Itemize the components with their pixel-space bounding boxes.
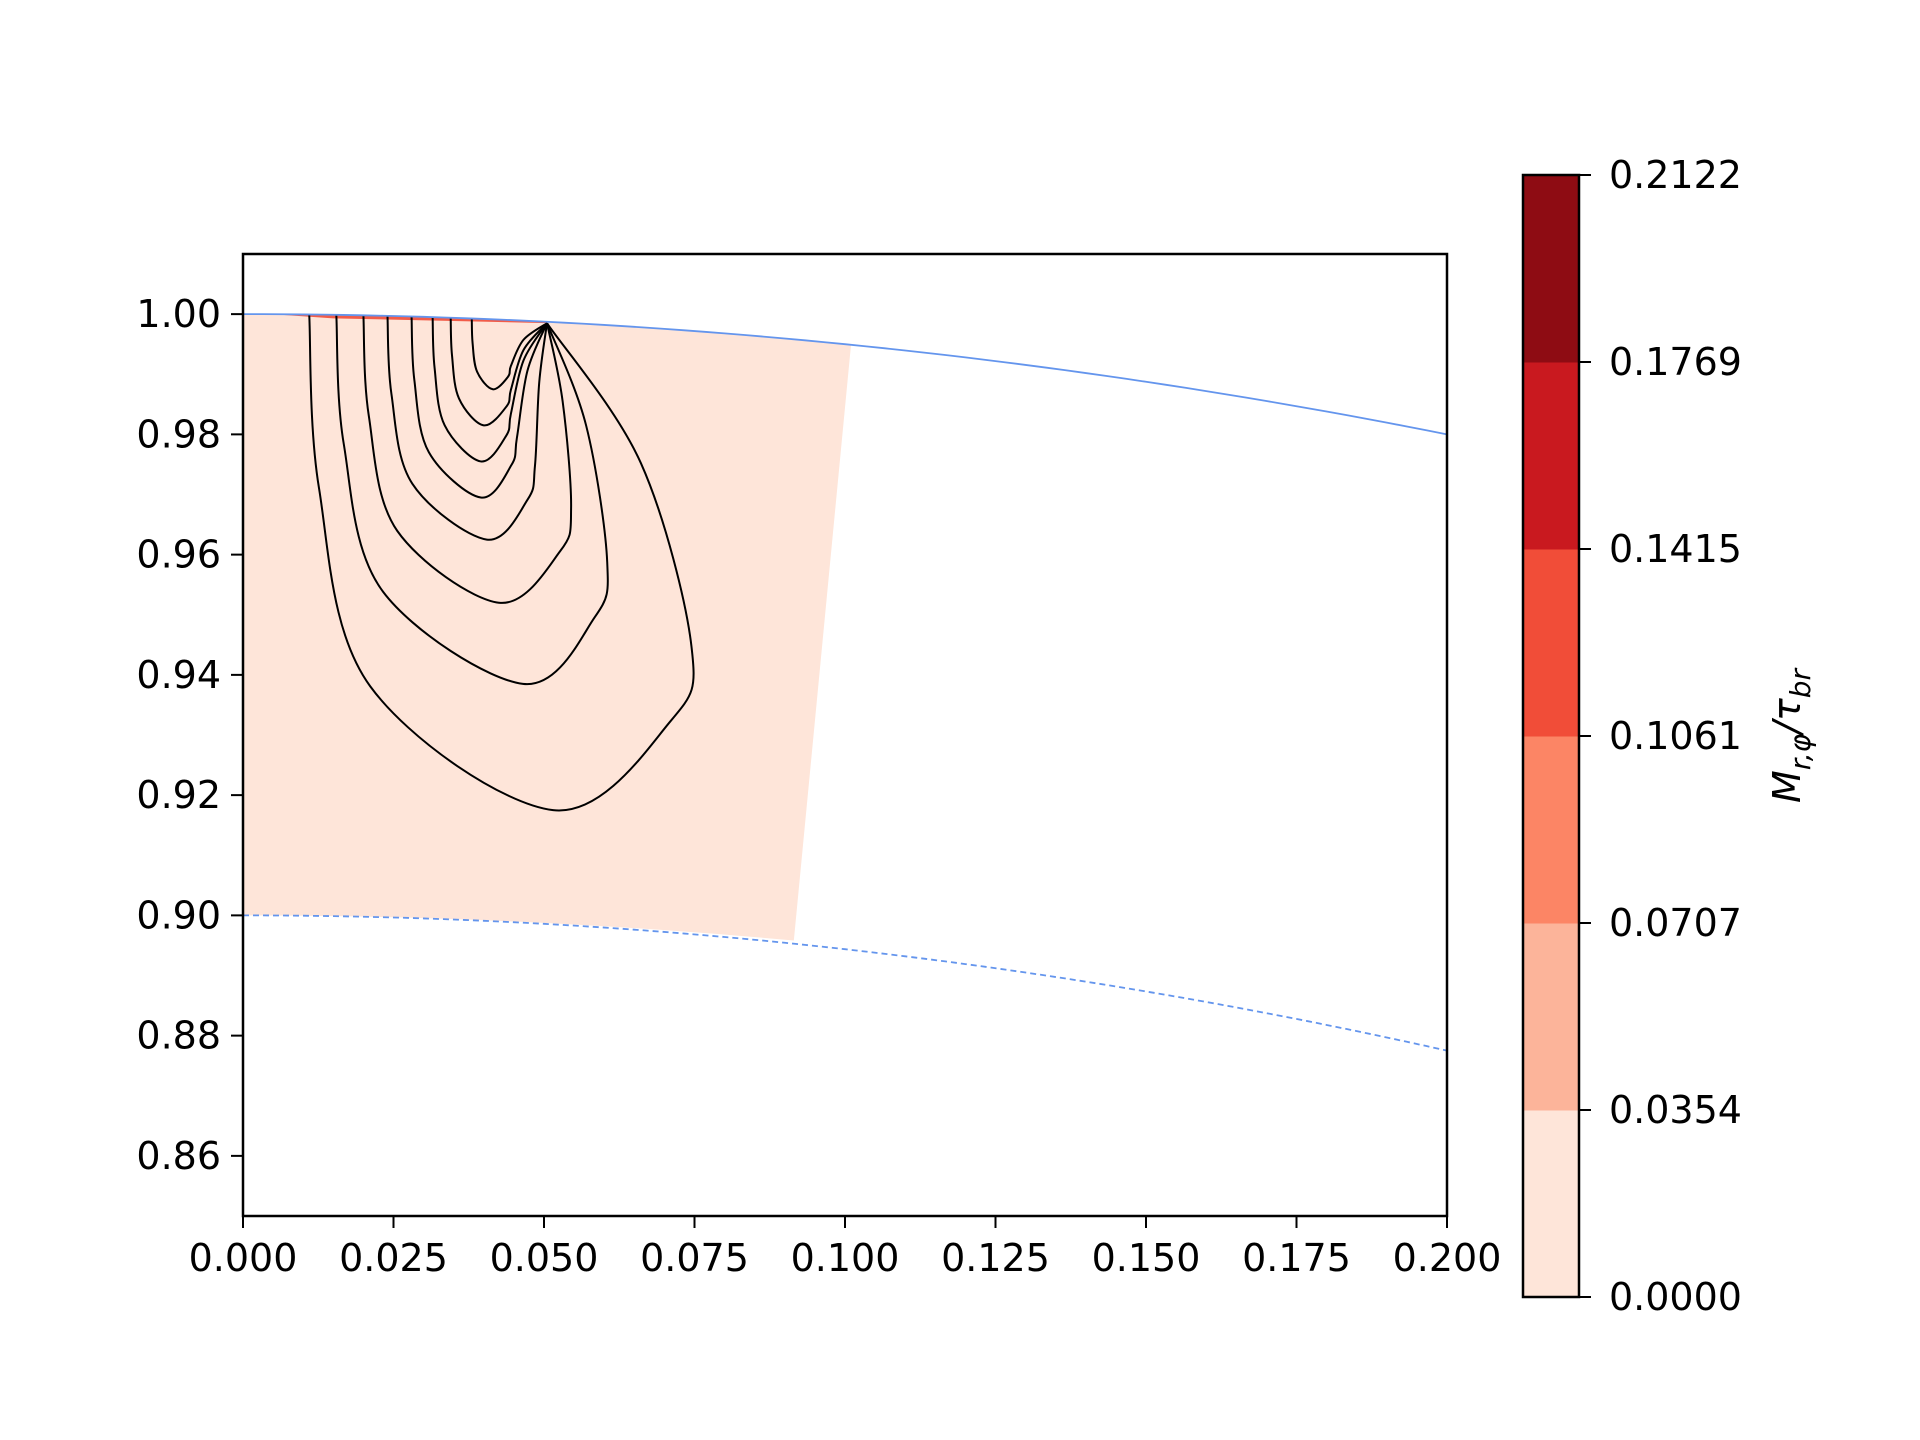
- colorbar-tick-label: 0.1061: [1609, 714, 1742, 758]
- colorbar-segment-5: [1523, 175, 1579, 363]
- contour-line-8: [470, 318, 548, 391]
- colorbar: 0.0000 0.0354 0.0707 0.1061 0.1415 0.1769 0.21…: [1521, 153, 1742, 1319]
- outer-boundary-curve: [243, 313, 1447, 436]
- inner-boundary-curve: [243, 914, 1447, 1052]
- colorbar-segment-3: [1523, 549, 1579, 737]
- colorbar-segment-0: [1523, 1110, 1579, 1298]
- y-tick-label: 0.88: [136, 1014, 221, 1058]
- y-tick-label: 0.92: [136, 773, 221, 817]
- x-tick-label: 0.175: [1242, 1236, 1351, 1280]
- colorbar-tick-label: 0.1769: [1609, 340, 1742, 384]
- colorbar-tick-label: 0.0707: [1609, 901, 1742, 945]
- boundary-curves-layer: [243, 313, 1447, 1052]
- x-tick-label: 0.075: [640, 1236, 749, 1280]
- filled-region-band-0: [243, 314, 852, 941]
- contour-line-3: [362, 315, 573, 604]
- contour-lines-layer: [308, 314, 695, 812]
- y-tick-label: 1.00: [136, 292, 221, 336]
- colorbar-segment-4: [1523, 362, 1579, 550]
- y-tick-label: 0.94: [136, 653, 221, 697]
- colorbar-segment-2: [1523, 736, 1579, 924]
- filled-contour-layer: [243, 314, 852, 941]
- contour-line-4: [386, 315, 549, 541]
- contour-line-1: [308, 314, 695, 812]
- y-axis: 0.86 0.88 0.90 0.92 0.94 0.96 0.98 1.00: [136, 292, 243, 1178]
- y-tick-label: 0.96: [136, 533, 221, 577]
- x-tick-label: 0.000: [189, 1236, 298, 1280]
- high-value-strip: [273, 314, 548, 324]
- y-tick-label: 0.90: [136, 893, 221, 937]
- colorbar-tick-label: 0.0000: [1609, 1275, 1742, 1319]
- x-tick-label: 0.150: [1092, 1236, 1201, 1280]
- y-tick-label: 0.86: [136, 1134, 221, 1178]
- contour-line-7: [449, 317, 548, 427]
- x-tick-label: 0.025: [339, 1236, 448, 1280]
- contour-line-5: [410, 316, 548, 499]
- colorbar-label: Mr,φ/τbr: [1765, 667, 1817, 803]
- colorbar-tick-label: 0.0354: [1609, 1088, 1742, 1132]
- colorbar-tick-label: 0.2122: [1609, 153, 1742, 197]
- x-tick-label: 0.125: [941, 1236, 1050, 1280]
- y-tick-label: 0.98: [136, 412, 221, 456]
- contour-line-6: [431, 317, 548, 463]
- colorbar-segment-1: [1523, 923, 1579, 1111]
- x-tick-label: 0.200: [1393, 1236, 1502, 1280]
- contour-line-2: [335, 314, 609, 685]
- x-tick-label: 0.050: [490, 1236, 599, 1280]
- colorbar-tick-label: 0.1415: [1609, 527, 1742, 571]
- x-tick-label: 0.100: [791, 1236, 900, 1280]
- x-axis: 0.000 0.025 0.050 0.075 0.100 0.125 0.150 0.175…: [189, 1216, 1502, 1280]
